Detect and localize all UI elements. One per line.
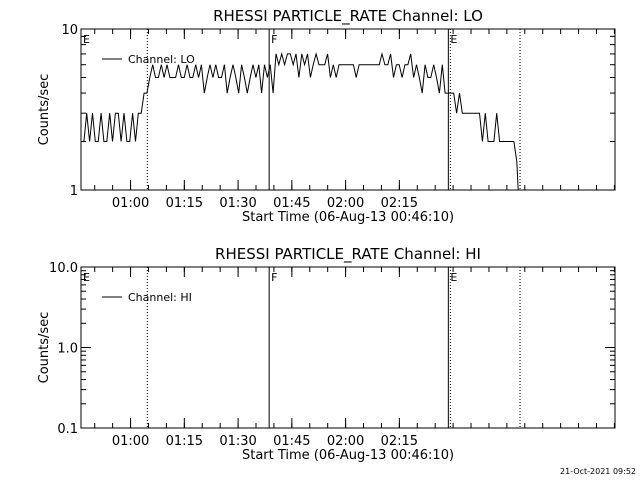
chart1-plot-frame xyxy=(80,28,616,191)
chart1-x-tick-label: 01:45 xyxy=(273,196,310,211)
chart2-y-tick-label: 0.1 xyxy=(57,422,78,437)
chart1-x-tick-label: 01:15 xyxy=(166,196,203,211)
chart1-y-tick-label: 10 xyxy=(61,23,78,38)
chart2-marker-label: F xyxy=(271,271,277,284)
chart2-x-tick-label: 01:45 xyxy=(273,434,310,449)
chart2-x-tick-label: 01:00 xyxy=(112,434,149,449)
chart2-x-tick-label: 02:15 xyxy=(381,434,418,449)
chart1-marker-label: E xyxy=(450,33,457,46)
chart1-x-tick-label: 01:30 xyxy=(219,196,256,211)
chart1-y-tick-label: 1 xyxy=(70,184,78,199)
chart2-x-tick-label: 02:00 xyxy=(327,434,364,449)
chart2-ylabel: Counts/sec xyxy=(37,312,52,384)
chart2-y-tick-label: 1.0 xyxy=(57,342,78,357)
chart2-marker-label: E xyxy=(83,271,90,284)
chart1-marker-label: F xyxy=(271,33,277,46)
chart2-xlabel: Start Time (06-Aug-13 00:46:10) xyxy=(242,448,454,463)
chart2-x-tick-label: 01:30 xyxy=(219,434,256,449)
chart1-ylabel: Counts/sec xyxy=(37,74,52,146)
chart2-y-tick-label: 10.0 xyxy=(49,261,78,276)
chart2-marker-label: E xyxy=(450,271,457,284)
chart1-marker-label: E xyxy=(83,33,90,46)
chart2-title: RHESSI PARTICLE_RATE Channel: HI xyxy=(215,245,481,264)
chart1-x-tick-label: 02:00 xyxy=(327,196,364,211)
chart1-legend-label: Channel: LO xyxy=(128,53,195,66)
chart2-panel: RHESSI PARTICLE_RATE Channel: HI Counts/s… xyxy=(37,245,616,463)
chart1-series-line xyxy=(513,141,519,191)
chart1-series-line xyxy=(81,51,514,142)
chart1-title: RHESSI PARTICLE_RATE Channel: LO xyxy=(213,7,483,26)
footer-timestamp: 21-Oct-2021 09:52 xyxy=(560,467,636,476)
chart2-x-tick-label: 01:15 xyxy=(166,434,203,449)
chart1-x-tick-label: 01:00 xyxy=(112,196,149,211)
chart2-legend-label: Channel: HI xyxy=(128,291,192,304)
chart1-panel: RHESSI PARTICLE_RATE Channel: LO Counts/s… xyxy=(37,7,616,225)
chart1-xlabel: Start Time (06-Aug-13 00:46:10) xyxy=(242,210,454,225)
chart1-x-tick-label: 02:15 xyxy=(381,196,418,211)
